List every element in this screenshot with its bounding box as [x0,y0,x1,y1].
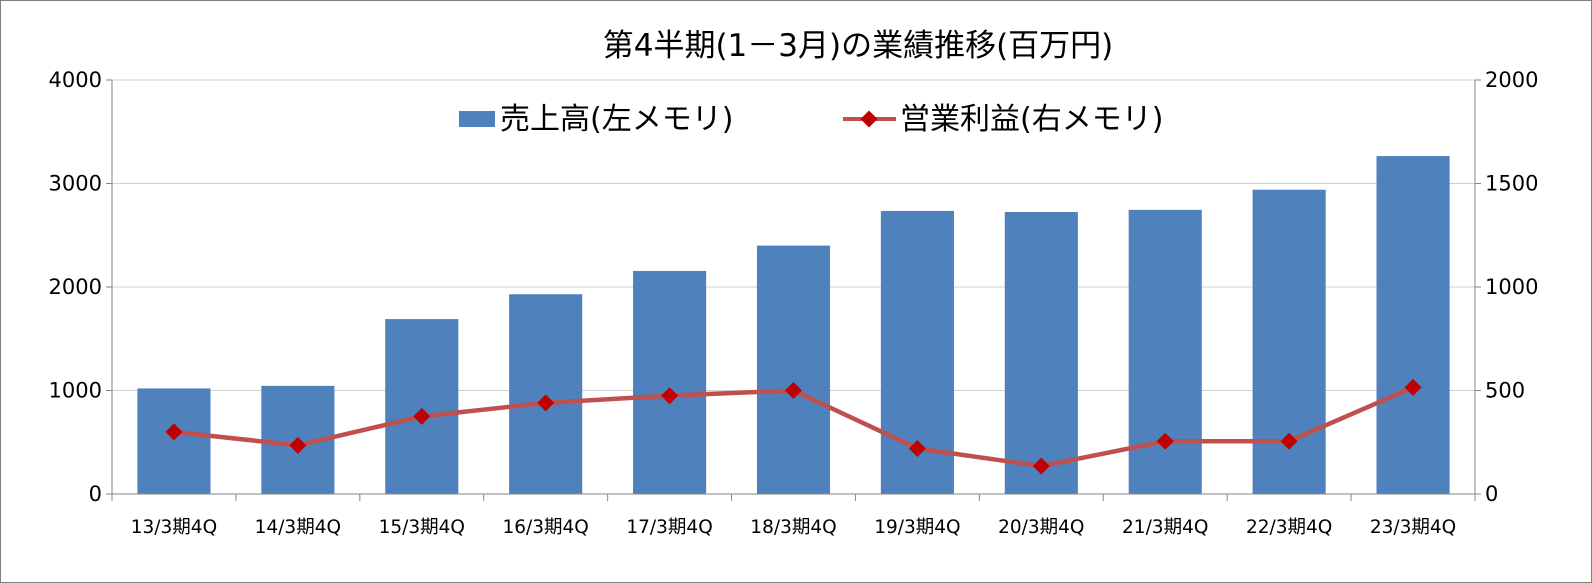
x-tick-label: 21/3期4Q [1122,517,1208,538]
x-tick-label: 14/3期4Q [255,517,341,538]
bar-sales [1128,209,1202,494]
profit-marker [785,382,802,399]
legend-swatch-sales [459,111,495,127]
bar-sales [756,245,831,494]
x-tick-label: 18/3期4Q [750,517,836,538]
x-tick-label: 16/3期4Q [502,517,588,538]
bar-sales [137,388,211,494]
profit-marker [908,439,926,457]
y-left-tick-label: 4000 [49,68,102,92]
x-tick-label: 22/3期4Q [1246,517,1332,538]
bar-sales [1376,156,1450,494]
x-tick-label: 13/3期4Q [131,517,217,538]
x-tick-label: 15/3期4Q [379,517,465,538]
y-right-tick-label: 1000 [1485,275,1538,299]
x-tick-label: 20/3期4Q [998,517,1084,538]
chart-title: 第4半期(1－3月)の業績推移(百万円) [603,28,1114,64]
y-right-tick-label: 2000 [1485,68,1538,92]
profit-marker [661,387,679,405]
y-right-tick-label: 0 [1485,482,1498,506]
bar-sales [509,294,583,494]
bar-series [137,156,1450,495]
bar-sales [385,319,459,494]
bar-sales [1004,211,1078,494]
legend-label-profit: 営業利益(右メモリ) [900,102,1163,137]
legend-label-sales: 売上高(左メモリ) [500,102,733,137]
x-tick-label: 19/3期4Q [874,517,960,538]
profit-marker [413,407,431,425]
y-left-tick-label: 2000 [49,275,102,299]
legend: 売上高(左メモリ) 営業利益(右メモリ) [459,102,1163,137]
x-tick-label: 23/3期4Q [1370,517,1456,538]
y-right-tick-label: 1500 [1485,172,1538,196]
axes: 0 1000 2000 3000 4000 0 500 1000 1500 2000 13/3期4Q… [49,68,1539,538]
profit-marker [165,423,183,441]
legend-swatch-profit-marker [860,110,878,128]
y-left-tick-label: 0 [89,482,102,506]
y-left-tick-label: 3000 [49,172,102,196]
x-tick-label: 17/3期4Q [626,517,712,538]
profit-marker [289,436,307,454]
y-right-tick-label: 500 [1485,379,1525,403]
y-left-tick-label: 1000 [49,379,102,403]
bar-sales [633,270,707,494]
profit-marker [537,394,555,412]
